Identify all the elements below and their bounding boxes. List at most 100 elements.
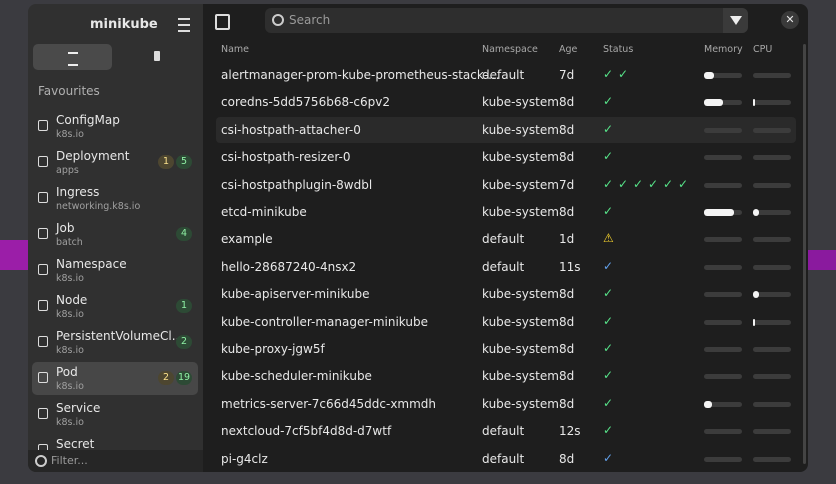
- nav-item[interactable]: Ingress networking.k8s.io: [32, 182, 198, 215]
- menu-button[interactable]: [178, 18, 190, 32]
- nav-icon: [38, 228, 48, 239]
- memory-bar: [704, 99, 723, 107]
- nav-item[interactable]: PersistentVolumeCl... k8s.io 2: [32, 326, 198, 359]
- memory-track: [704, 319, 742, 325]
- ok-badge: 19: [176, 371, 192, 385]
- pod-name: kube-scheduler-minikube: [221, 369, 372, 384]
- table-row[interactable]: csi-hostpath-resizer-0 kube-system 8d ✓: [216, 144, 796, 170]
- pod-namespace: kube-system: [482, 122, 559, 137]
- pod-age: 7d: [559, 68, 575, 82]
- status-icon: ✓: [603, 341, 614, 355]
- pod-namespace: default: [482, 68, 525, 82]
- status-icon: ✓: [603, 450, 614, 465]
- pod-name: example: [221, 232, 273, 247]
- table-row[interactable]: csi-hostpath-attacher-0 kube-system 8d ✓: [216, 116, 796, 143]
- pod-name: etcd-minikube: [221, 205, 307, 219]
- memory-bar: [704, 400, 712, 408]
- memory-track: [704, 127, 742, 133]
- ok-badge: 1: [176, 299, 192, 313]
- close-button[interactable]: ✕: [781, 11, 799, 29]
- pod-age: 8d: [559, 150, 575, 165]
- nav-item[interactable]: Job batch 4: [32, 218, 198, 251]
- pod-age: 11s: [559, 259, 581, 274]
- nav-item[interactable]: Deployment apps 5 1: [32, 146, 198, 179]
- new-button[interactable]: [215, 14, 230, 30]
- scrollbar[interactable]: [803, 44, 806, 464]
- status-icon: ✓: [603, 67, 614, 81]
- ok-badge: 5: [176, 155, 192, 169]
- cpu-track: [753, 237, 791, 243]
- memory-track: [704, 292, 742, 298]
- nav-group: apps: [56, 165, 79, 176]
- pod-namespace: kube-system: [482, 369, 559, 384]
- table-row[interactable]: metrics-server-7c66d45ddc-xmmdh kube-syst…: [216, 391, 796, 417]
- table-row[interactable]: kube-controller-manager-minikube kube-sys…: [216, 309, 796, 335]
- nav-item[interactable]: ConfigMap k8s.io: [32, 110, 198, 143]
- pod-age: 8d: [559, 205, 575, 219]
- pod-age: 8d: [559, 369, 575, 384]
- table-row[interactable]: pi-g4clz default 8d ✓: [216, 446, 796, 472]
- nav-name: ConfigMap: [56, 113, 120, 127]
- cpu-bar: [753, 318, 755, 326]
- app-title: minikube: [90, 17, 158, 32]
- table-row[interactable]: csi-hostpathplugin-8wdbl kube-system 7d ✓ ✓ ✓…: [216, 172, 796, 198]
- table-row[interactable]: kube-proxy-jgw5f kube-system 8d ✓: [216, 336, 796, 362]
- search-placeholder: Search: [289, 13, 331, 27]
- table-row[interactable]: nextcloud-7cf5bf4d8d-d7wtf default 12s ✓: [216, 418, 796, 444]
- desktop-glitch: [0, 240, 28, 270]
- pod-age: 7d: [559, 177, 575, 192]
- nav-group: batch: [56, 237, 83, 248]
- status-icon: ✓: [633, 176, 644, 191]
- pod-namespace: kube-system: [482, 150, 559, 165]
- nav-icon: [38, 264, 48, 275]
- pod-name: coredns-5dd5756b68-c6pv2: [221, 95, 391, 110]
- status-icon: ✓: [603, 368, 614, 383]
- pod-namespace: default: [482, 451, 525, 466]
- table-row[interactable]: hello-28687240-4nsx2 default 11s ✓: [216, 254, 796, 280]
- nav-item[interactable]: Namespace k8s.io: [32, 254, 198, 287]
- pod-age: 1d: [559, 232, 575, 247]
- table-row[interactable]: kube-apiserver-minikube kube-system 8d ✓: [216, 281, 796, 307]
- filter-placeholder: Filter...: [51, 454, 88, 467]
- table-row[interactable]: coredns-5dd5756b68-c6pv2 kube-system 8d ✓: [216, 89, 796, 115]
- memory-track: [704, 347, 742, 352]
- cpu-track: [753, 155, 791, 161]
- nav-name: Service: [56, 401, 101, 415]
- warning-badge: 1: [158, 155, 174, 169]
- cpu-bar: [753, 209, 759, 216]
- column-header: Age: [559, 44, 578, 55]
- pod-age: 8d: [559, 396, 575, 411]
- nav-icon: [38, 156, 48, 167]
- pod-name: csi-hostpath-resizer-0: [221, 150, 351, 165]
- nav-item[interactable]: Pod k8s.io 19 2: [32, 362, 198, 395]
- nav-item[interactable]: Node k8s.io 1: [32, 290, 198, 323]
- list-icon: [68, 52, 78, 66]
- nav-group: k8s.io: [56, 129, 84, 140]
- table-row[interactable]: etcd-minikube kube-system 8d ✓: [216, 199, 796, 225]
- pod-name: nextcloud-7cf5bf4d8d-d7wtf: [221, 424, 392, 439]
- column-header: Status: [603, 44, 634, 55]
- ok-badge: 2: [176, 335, 192, 349]
- status-icon: ✓: [603, 149, 614, 164]
- pod-namespace: kube-system: [482, 314, 559, 329]
- pod-namespace: default: [482, 232, 525, 247]
- pod-name: csi-hostpath-attacher-0: [221, 122, 361, 137]
- filter-button[interactable]: [723, 8, 748, 33]
- nav-item[interactable]: Service k8s.io: [32, 398, 198, 431]
- table-row[interactable]: example default 1d ⚠: [216, 226, 796, 252]
- nav-group: k8s.io: [56, 381, 84, 392]
- memory-track: [704, 456, 742, 462]
- table-row[interactable]: kube-scheduler-minikube kube-system 8d ✓: [216, 363, 796, 389]
- cpu-track: [753, 347, 791, 352]
- status-icon: ✓: [603, 204, 614, 218]
- pin-toggle[interactable]: [116, 44, 198, 70]
- cpu-track: [753, 429, 791, 435]
- memory-bar: [704, 72, 714, 79]
- filter-box[interactable]: Filter...: [28, 450, 203, 472]
- nav-name: PersistentVolumeCl...: [56, 329, 184, 343]
- table-row[interactable]: alertmanager-prom-kube-prometheus-stack-…: [216, 62, 796, 88]
- nav-group: k8s.io: [56, 273, 84, 284]
- search-bar[interactable]: Search: [265, 8, 748, 33]
- nav-group: networking.k8s.io: [56, 201, 141, 212]
